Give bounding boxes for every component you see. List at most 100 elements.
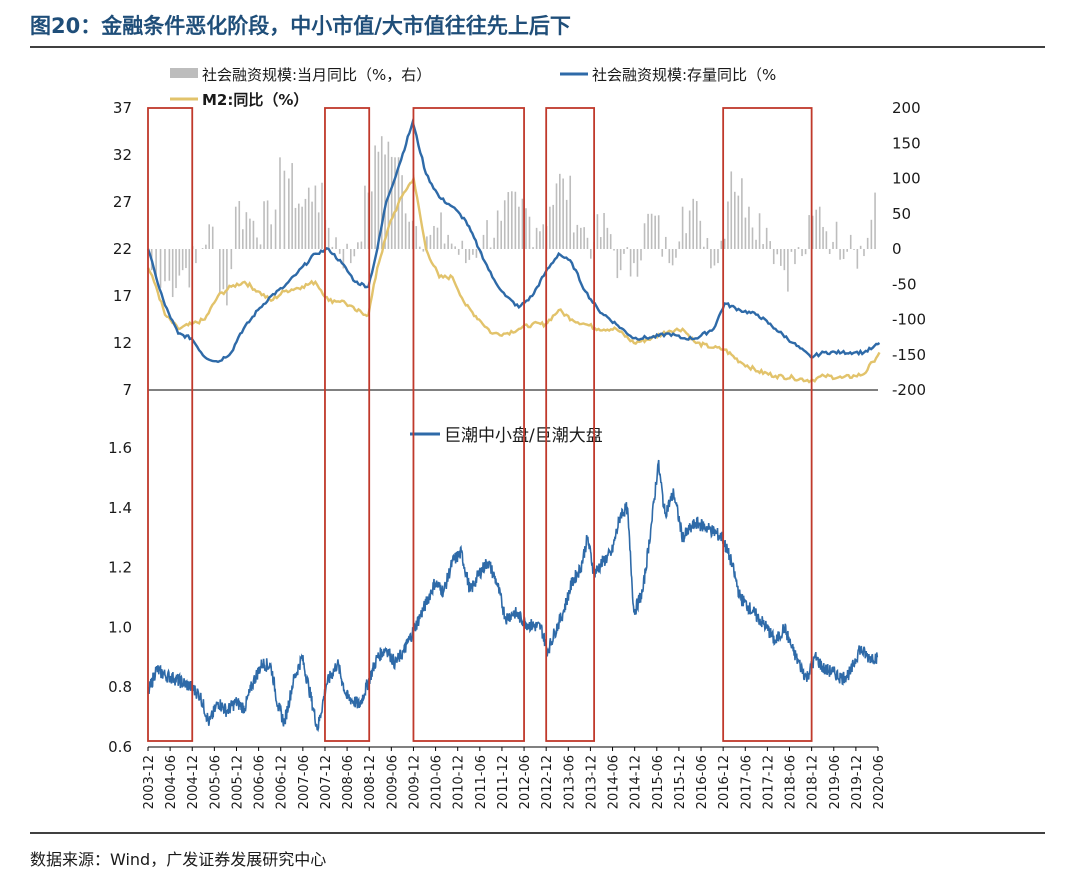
tsf-monthly-bar (401, 175, 403, 249)
x-tick-label: 2004-12 (186, 755, 201, 809)
tsf-monthly-bar (230, 249, 233, 270)
tsf-monthly-bar (636, 249, 639, 277)
bottom-y-tick-label: 1.0 (108, 618, 132, 636)
x-tick-label: 2005-12 (230, 755, 245, 809)
tsf-monthly-bar (514, 191, 517, 249)
tsf-monthly-bar (288, 178, 290, 249)
tsf-monthly-bar (360, 241, 363, 249)
tsf-monthly-bar (208, 224, 211, 249)
tsf-monthly-bar (787, 249, 789, 292)
title-rule (30, 46, 1045, 48)
tsf-monthly-bar (511, 191, 513, 249)
tsf-monthly-bar (390, 156, 393, 249)
bottom-y-tick-label: 1.6 (108, 439, 132, 457)
tsf-monthly-bar (394, 157, 396, 249)
footer-rule (30, 832, 1045, 834)
tsf-monthly-bar (188, 249, 191, 288)
x-tick-label: 2015-06 (651, 755, 666, 809)
tsf-monthly-bar (238, 201, 241, 249)
tsf-monthly-bar (565, 199, 568, 249)
tsf-monthly-bar (321, 182, 323, 249)
tsf-monthly-bar (616, 249, 619, 279)
tsf-monthly-bar (377, 151, 380, 249)
x-tick-label: 2011-12 (496, 755, 511, 809)
tsf-monthly-bar (737, 195, 740, 249)
tsf-monthly-bar (234, 206, 237, 249)
tsf-monthly-bar (825, 231, 828, 249)
tsf-monthly-bar (685, 233, 687, 249)
top-right-tick-label: -150 (892, 346, 926, 364)
tsf-monthly-bar (374, 145, 376, 249)
tsf-monthly-bar (619, 249, 622, 271)
tsf-monthly-bar (758, 213, 761, 249)
tsf-monthly-bar (404, 213, 407, 249)
tsf-monthly-bar (808, 215, 810, 249)
tsf-monthly-bar (353, 249, 356, 257)
x-tick-label: 2009-06 (385, 755, 400, 809)
highlight-period-box (412, 107, 525, 742)
top-panel-axes: 7 12 17 22 27 32 37 -200 -150 -100 -50 0 50 100 150 200 (113, 99, 926, 399)
highlight-period-box (545, 107, 596, 742)
legend-label-bars: 社会融资规模:当月同比（%，右） (202, 66, 431, 84)
tsf-monthly-bar (629, 249, 632, 277)
tsf-monthly-bar (794, 249, 796, 265)
top-left-tick-label: 37 (113, 99, 132, 117)
tsf-monthly-bar (650, 213, 653, 249)
tsf-monthly-bar (849, 234, 852, 249)
tsf-monthly-bar (159, 249, 162, 288)
tsf-monthly-bar (748, 206, 750, 249)
bottom-y-tick-label: 0.6 (108, 738, 132, 756)
top-left-tick-label: 12 (113, 334, 132, 352)
tsf-monthly-bar (671, 249, 674, 266)
tsf-monthly-bar (263, 201, 265, 249)
tsf-monthly-bar (580, 227, 582, 249)
tsf-monthly-bar (327, 227, 330, 249)
tsf-monthly-bar (613, 249, 615, 251)
top-right-tick-label: 100 (892, 170, 921, 188)
tsf-monthly-bar (859, 245, 862, 249)
tsf-monthly-bar (589, 249, 592, 259)
x-tick-label: 2017-12 (761, 755, 776, 809)
tsf-monthly-bar (489, 247, 492, 249)
tsf-monthly-bar (486, 220, 488, 249)
tsf-monthly-bar (242, 229, 244, 249)
tsf-monthly-bar (346, 243, 348, 249)
top-right-tick-label: 0 (892, 240, 902, 258)
tsf-monthly-bar (335, 237, 337, 249)
tsf-monthly-bar (201, 248, 204, 249)
tsf-monthly-bar (521, 198, 524, 249)
tsf-monthly-bar (706, 238, 709, 249)
tsf-monthly-bar (804, 249, 807, 255)
tsf-monthly-bar (609, 234, 612, 249)
tsf-monthly-bar (436, 227, 439, 249)
source-note: 数据来源：Wind，广发证券发展研究中心 (30, 850, 327, 869)
tsf-monthly-bar (681, 206, 684, 249)
tsf-monthly-bar (832, 241, 834, 249)
tsf-monthly-bar (576, 224, 579, 249)
tsf-monthly-bar (856, 249, 859, 269)
top-right-tick-label: -200 (892, 381, 926, 399)
tsf-monthly-bar (408, 221, 410, 249)
tsf-monthly-bar (291, 163, 293, 249)
tsf-monthly-bar (643, 223, 646, 249)
x-tick-label: 2017-06 (739, 755, 754, 809)
tsf-monthly-bar (349, 249, 352, 264)
tsf-monthly-bar (539, 231, 541, 249)
tsf-monthly-bar (675, 249, 677, 258)
tsf-monthly-bar (380, 136, 383, 249)
x-tick-label: 2010-06 (430, 755, 445, 809)
top-panel-lines (146, 117, 881, 384)
x-tick-label: 2010-12 (452, 755, 467, 809)
tsf-monthly-bar (252, 220, 255, 249)
tsf-monthly-bar (301, 206, 303, 249)
tsf-monthly-bar (270, 224, 272, 249)
tsf-monthly-bar (842, 249, 845, 260)
tsf-monthly-bar (623, 249, 625, 254)
x-tick-label: 2018-12 (806, 755, 821, 809)
tsf-monthly-bar (723, 238, 726, 249)
x-tick-label: 2019-06 (828, 755, 843, 809)
x-tick-label: 2019-12 (850, 755, 865, 809)
tsf-monthly-bar (342, 249, 345, 269)
x-tick-label: 2020-06 (872, 755, 887, 809)
bottom-y-tick-label: 1.4 (108, 499, 132, 517)
